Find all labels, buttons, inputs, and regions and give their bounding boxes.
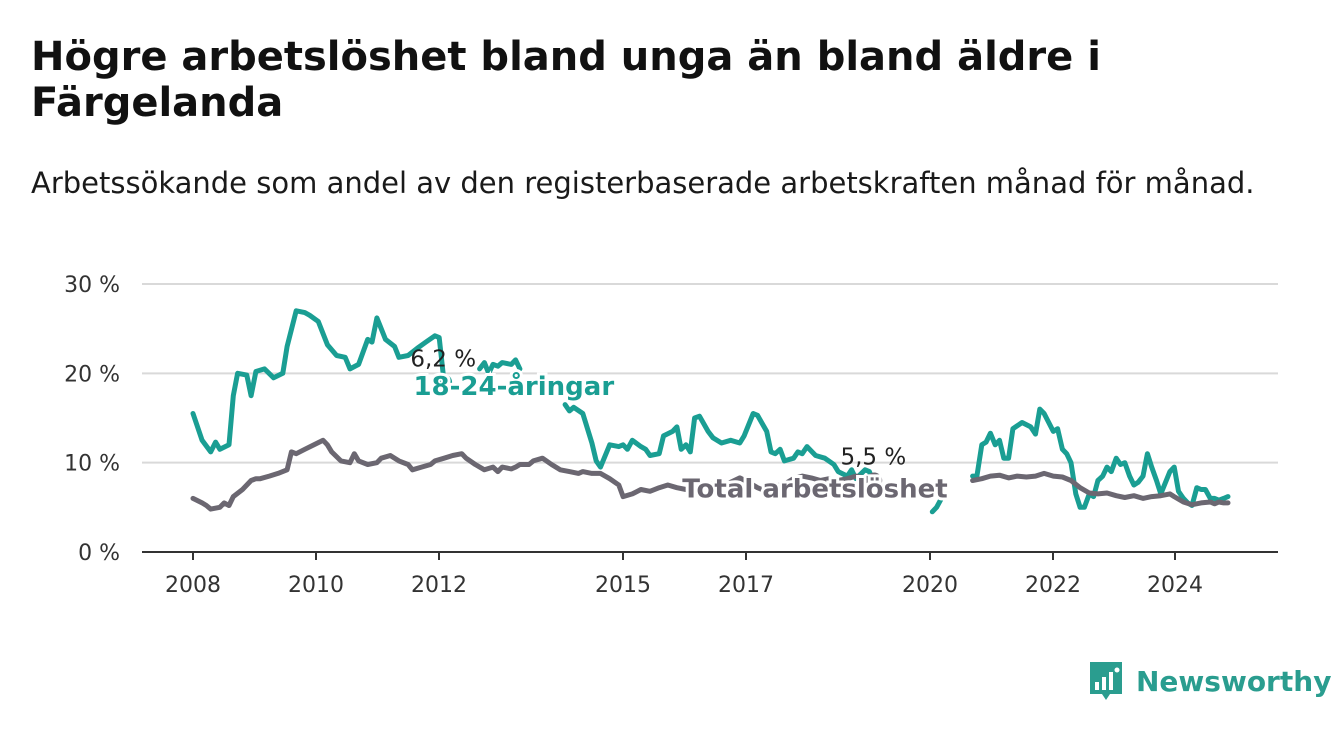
series-lines bbox=[190, 308, 1231, 515]
series-end-label: 5,5 % bbox=[840, 445, 906, 471]
y-tick-label: 10 % bbox=[64, 452, 120, 477]
series-line bbox=[929, 495, 944, 515]
series-name-label: 18-24-åringar bbox=[413, 370, 614, 402]
y-tick-label: 0 % bbox=[78, 541, 120, 566]
series-line bbox=[970, 470, 1231, 508]
series-end-label: 6,2 % bbox=[410, 346, 476, 372]
x-tick-label: 2008 bbox=[165, 573, 221, 598]
chart-title: Högre arbetslöshet bland unga än bland ä… bbox=[31, 34, 1101, 126]
series-line bbox=[562, 402, 877, 488]
x-tick-label: 2022 bbox=[1025, 573, 1081, 598]
chart-subtitle: Arbetssökande som andel av den registerb… bbox=[31, 166, 1255, 200]
x-tick-label: 2024 bbox=[1147, 573, 1203, 598]
newsworthy-logo-text: Newsworthy bbox=[1136, 664, 1332, 698]
series-labels: 6,2 % 5,5 % 18-24-åringar Total arbetslöshe… bbox=[410, 346, 950, 507]
newsworthy-logo-icon bbox=[1090, 662, 1122, 700]
x-axis: 2008 2010 2012 2015 2017 2020 2022 2024 bbox=[142, 551, 1278, 598]
series-line bbox=[477, 357, 523, 376]
y-tick-label: 20 % bbox=[64, 362, 120, 387]
gridlines bbox=[142, 283, 1278, 464]
y-axis-ticks: 0 % 10 % 20 % 30 % bbox=[64, 273, 120, 566]
series-name-label: Total arbetslöshet bbox=[682, 475, 947, 505]
x-tick-label: 2020 bbox=[902, 573, 958, 598]
x-tick-label: 2017 bbox=[718, 573, 774, 598]
series-end-point bbox=[866, 472, 883, 489]
y-tick-label: 30 % bbox=[64, 273, 120, 298]
series-line bbox=[190, 437, 877, 512]
x-tick-label: 2010 bbox=[288, 573, 344, 598]
series-end-point bbox=[436, 374, 453, 391]
series-line bbox=[190, 308, 447, 455]
newsworthy-logo: Newsworthy bbox=[1088, 660, 1331, 702]
x-tick-label: 2015 bbox=[595, 573, 651, 598]
x-tick-label: 2012 bbox=[411, 573, 467, 598]
